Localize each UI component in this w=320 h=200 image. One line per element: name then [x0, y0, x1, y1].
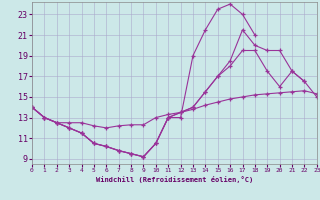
X-axis label: Windchill (Refroidissement éolien,°C): Windchill (Refroidissement éolien,°C) — [96, 176, 253, 183]
